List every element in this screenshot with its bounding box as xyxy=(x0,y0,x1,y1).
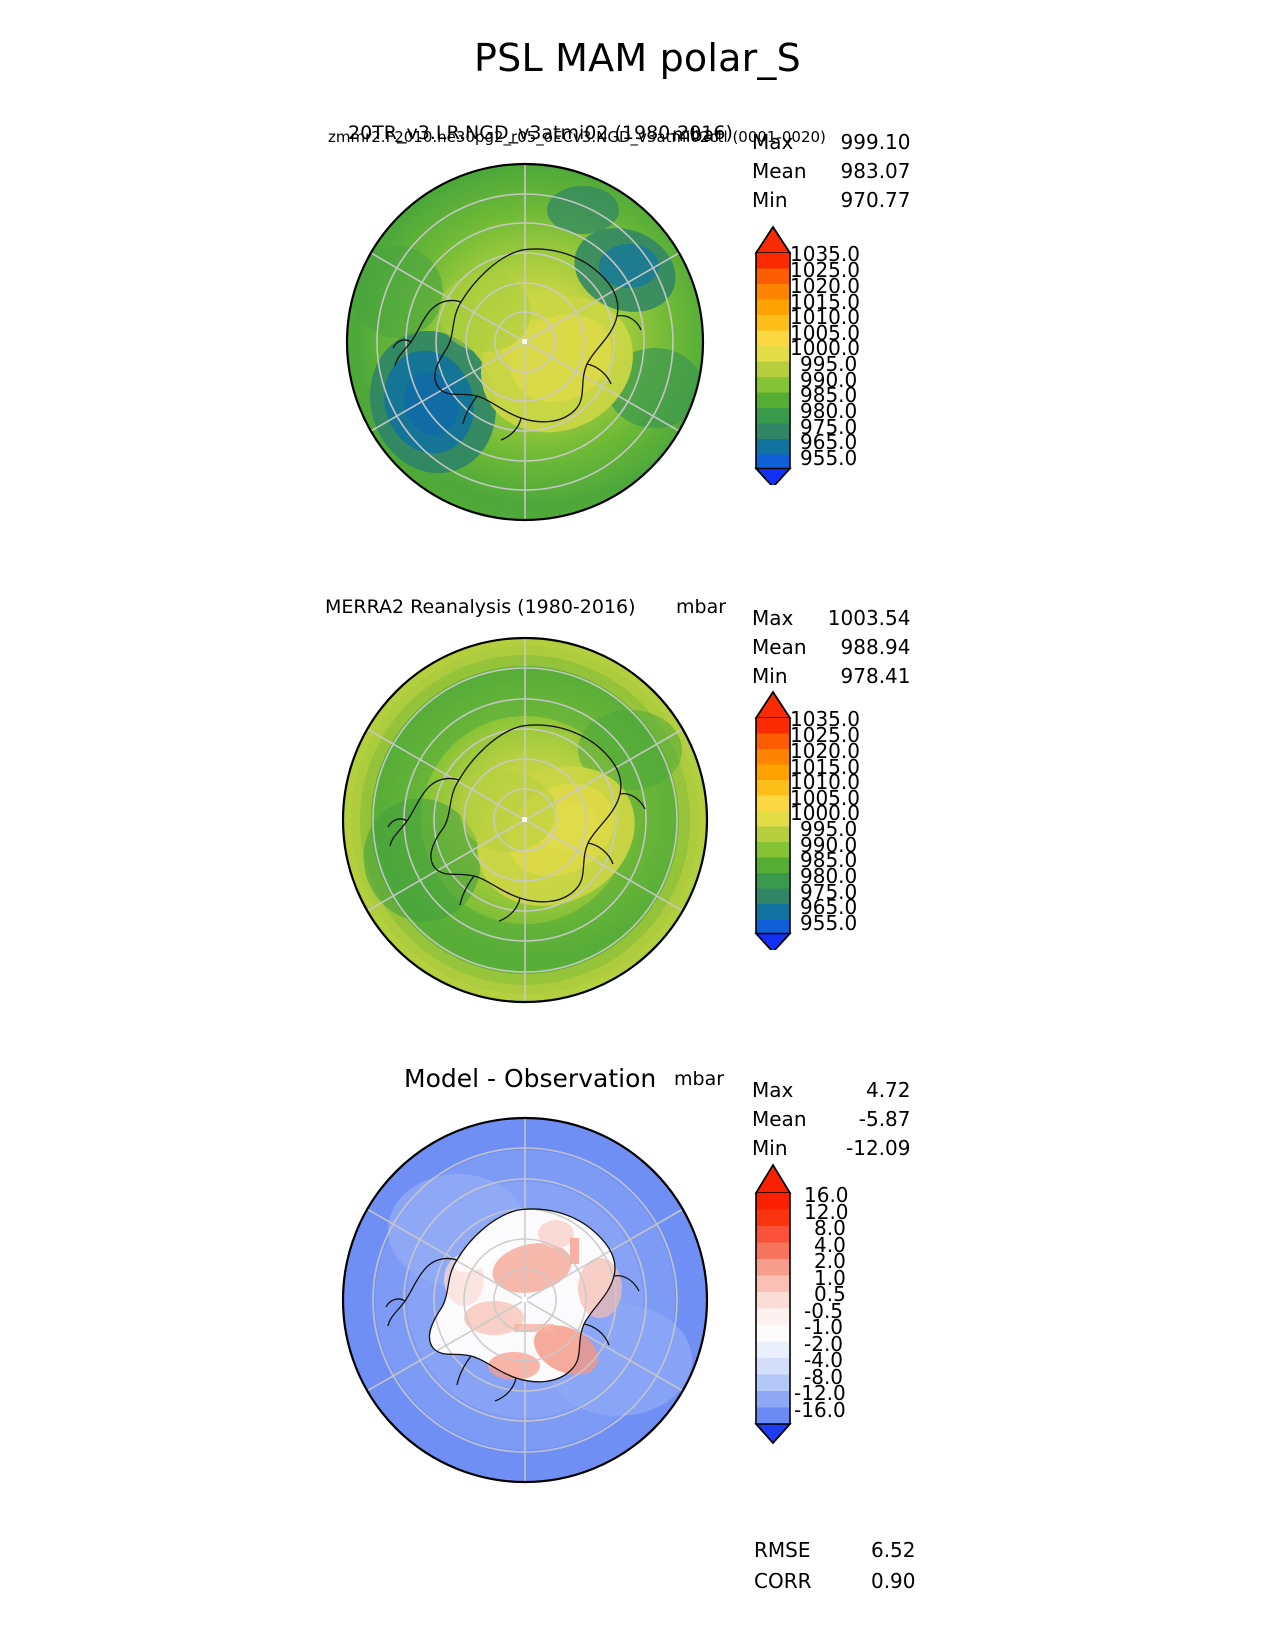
cbar-tick: 1010.0 xyxy=(790,305,860,329)
stat-label: Max xyxy=(752,1078,794,1102)
stat-row: Mean 983.07 xyxy=(752,157,911,186)
cbar-tick: -8.0 xyxy=(804,1365,844,1389)
stat-row: Max 4.72 xyxy=(752,1076,911,1105)
stat-value: 988.94 xyxy=(840,635,911,659)
cbar-tick: 1005.0 xyxy=(790,321,860,345)
stat-row: Min -12.09 xyxy=(752,1134,911,1163)
cbar-tick: 990.0 xyxy=(800,368,858,392)
cbar-tick: 985.0 xyxy=(800,383,858,407)
panel-model-stats: Max 999.10 Mean 983.07 Min 970.77 xyxy=(752,128,911,215)
stat-value: 978.41 xyxy=(840,664,911,688)
cbar-tick: 16.0 xyxy=(804,1183,849,1207)
stat-value: 1003.54 xyxy=(827,606,911,630)
stat-row: Mean 988.94 xyxy=(752,633,911,662)
stat-label: Min xyxy=(752,1136,788,1160)
stat-value: 6.52 xyxy=(870,1538,916,1562)
colorbar-difference-swatches xyxy=(754,1163,792,1445)
cbar-tick: 1015.0 xyxy=(790,755,860,779)
polar-map-difference xyxy=(318,1110,738,1490)
stat-value: 983.07 xyxy=(840,159,911,183)
stat-row: Max 1003.54 xyxy=(752,604,911,633)
bottom-stats: RMSE 6.52 CORR 0.90 xyxy=(752,1534,918,1598)
cbar-tick: 1035.0 xyxy=(790,707,860,731)
cbar-tick: 990.0 xyxy=(800,833,858,857)
panel-model-title-small: zmmr2.F2010.ne30pg2_r05_oECv3.NGD_v3atmi… xyxy=(328,128,826,146)
stat-row: Min 978.41 xyxy=(752,662,911,691)
cbar-tick: 8.0 xyxy=(814,1216,846,1240)
stat-label: Max xyxy=(752,130,794,154)
panel-observation-unit: mbar xyxy=(676,596,727,618)
stat-value: -5.87 xyxy=(858,1107,911,1131)
cbar-tick: 955.0 xyxy=(800,911,858,935)
page-title: PSL MAM polar_S xyxy=(474,36,801,80)
stat-label: Max xyxy=(752,606,794,630)
cbar-tick: 965.0 xyxy=(800,895,858,919)
stat-label: Mean xyxy=(752,635,807,659)
polar-map-observation xyxy=(318,630,738,1010)
cbar-tick: 995.0 xyxy=(800,352,858,376)
cbar-tick: 4.0 xyxy=(814,1233,846,1257)
cbar-tick: -1.0 xyxy=(804,1315,844,1339)
panel-observation-title: MERRA2 Reanalysis (1980-2016) xyxy=(325,596,636,618)
cbar-tick: 995.0 xyxy=(800,817,858,841)
cbar-tick: 1005.0 xyxy=(790,786,860,810)
cbar-tick: 1035.0 xyxy=(790,242,860,266)
stat-value: 4.72 xyxy=(865,1078,911,1102)
stat-row: CORR 0.90 xyxy=(754,1567,916,1596)
stat-row: Max 999.10 xyxy=(752,128,911,157)
stat-label: Min xyxy=(752,188,788,212)
cbar-tick: 1025.0 xyxy=(790,723,860,747)
stat-value: 999.10 xyxy=(840,130,911,154)
cbar-tick: 1020.0 xyxy=(790,739,860,763)
cbar-tick: -2.0 xyxy=(804,1332,844,1356)
cbar-tick: 1000.0 xyxy=(790,336,860,360)
colorbar-model-swatches xyxy=(754,225,792,485)
panel-model-unit: mbar xyxy=(672,124,723,146)
stat-value: -12.09 xyxy=(846,1136,911,1160)
cbar-tick: -12.0 xyxy=(794,1381,846,1405)
panel-difference-title: Model - Observation xyxy=(404,1064,657,1093)
polar-map-model xyxy=(325,152,735,532)
stat-label: Mean xyxy=(752,159,807,183)
stat-label: Mean xyxy=(752,1107,807,1131)
cbar-tick: 1020.0 xyxy=(790,274,860,298)
stat-value: 970.77 xyxy=(840,188,911,212)
cbar-tick: 980.0 xyxy=(800,399,858,423)
cbar-tick: 965.0 xyxy=(800,430,858,454)
panel-difference-unit: mbar xyxy=(674,1068,725,1090)
cbar-tick: -0.5 xyxy=(804,1299,844,1323)
panel-difference-stats: Max 4.72 Mean -5.87 Min -12.09 xyxy=(752,1076,911,1163)
cbar-tick: 1015.0 xyxy=(790,290,860,314)
stat-value: 0.90 xyxy=(870,1569,916,1593)
stat-row: RMSE 6.52 xyxy=(754,1536,916,1565)
cbar-tick: -16.0 xyxy=(794,1398,846,1422)
stat-label: Min xyxy=(752,664,788,688)
cbar-tick: 12.0 xyxy=(804,1200,849,1224)
colorbar-observation: 1035.0 1025.0 1020.0 1015.0 1010.0 1005.… xyxy=(750,680,860,950)
panel-observation-stats: Max 1003.54 Mean 988.94 Min 978.41 xyxy=(752,604,911,691)
stat-label: CORR xyxy=(754,1569,812,1593)
stat-row: Mean -5.87 xyxy=(752,1105,911,1134)
cbar-tick: 2.0 xyxy=(814,1249,846,1273)
colorbar-observation-swatches xyxy=(754,690,792,950)
cbar-tick: 1010.0 xyxy=(790,770,860,794)
stat-label: RMSE xyxy=(754,1538,811,1562)
cbar-tick: 955.0 xyxy=(800,446,858,470)
cbar-tick: 1025.0 xyxy=(790,258,860,282)
colorbar-model: 1035.0 1025.0 1020.0 1015.0 1010.0 1005.… xyxy=(750,215,860,485)
cbar-tick: 1000.0 xyxy=(790,801,860,825)
cbar-tick: 975.0 xyxy=(800,880,858,904)
cbar-tick: 980.0 xyxy=(800,864,858,888)
colorbar-difference: 16.0 12.0 8.0 4.0 2.0 1.0 0.5 -0.5 -1.0 … xyxy=(750,1155,849,1445)
cbar-tick: 1.0 xyxy=(814,1266,846,1290)
cbar-tick: 985.0 xyxy=(800,848,858,872)
stat-row: Min 970.77 xyxy=(752,186,911,215)
panel-model-title-overlay: 20TR_v3.LR.NGD_v3atmi02 (1980-2016) xyxy=(348,122,733,144)
cbar-tick: 0.5 xyxy=(814,1282,846,1306)
cbar-tick: -4.0 xyxy=(804,1348,844,1372)
cbar-tick: 975.0 xyxy=(800,415,858,439)
